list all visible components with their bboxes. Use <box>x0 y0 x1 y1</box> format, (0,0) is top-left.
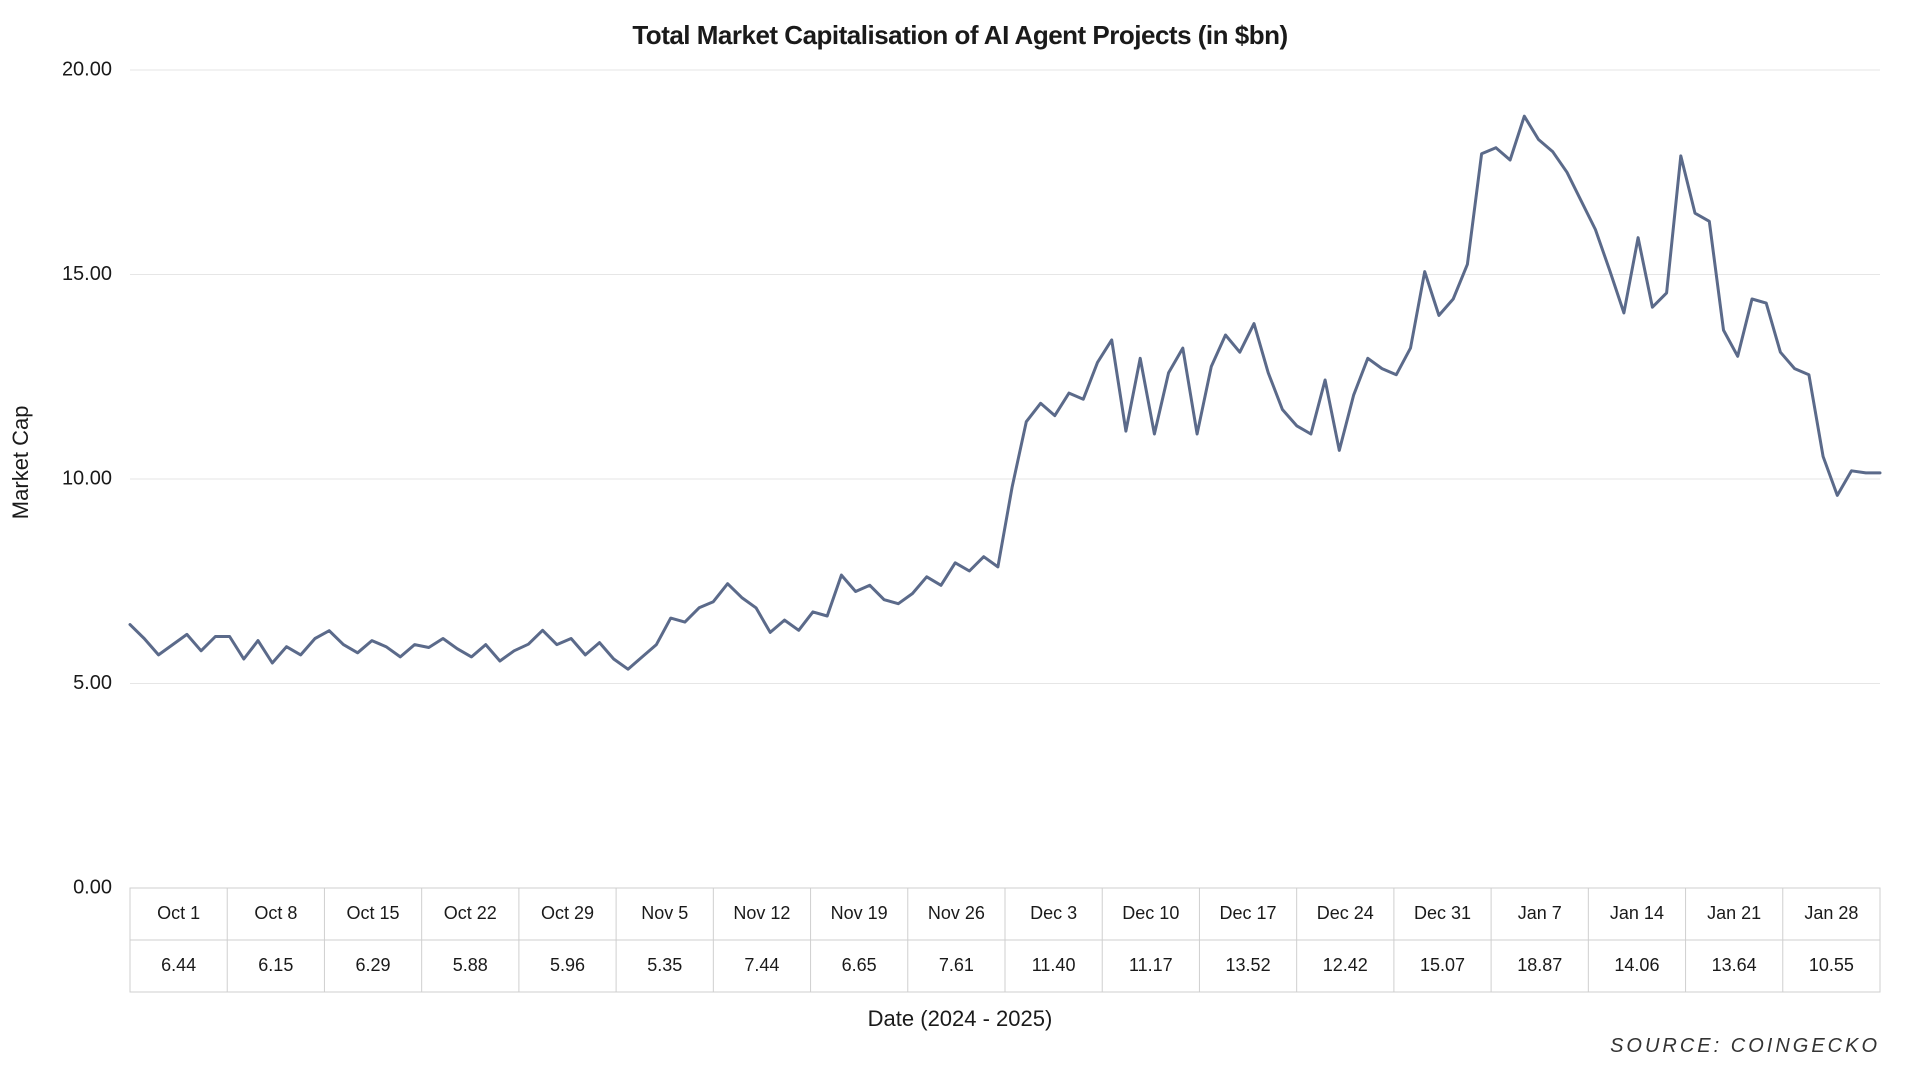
y-tick-label: 15.00 <box>62 263 112 285</box>
x-tick-value: 6.44 <box>161 955 196 975</box>
y-tick-label: 0.00 <box>73 876 112 898</box>
x-tick-date: Oct 22 <box>444 903 497 923</box>
line-chart: 0.00 5.00 10.00 15.00 20.00 Oct 1 6.44 Oct 8 6.1… <box>0 0 1920 1080</box>
x-tick-date: Oct 1 <box>157 903 200 923</box>
x-tick-date: Dec 24 <box>1317 903 1374 923</box>
x-tick-value: 13.52 <box>1226 955 1271 975</box>
x-tick-value: 11.40 <box>1032 955 1076 975</box>
x-tick-value: 5.96 <box>550 955 585 975</box>
x-tick-date: Nov 12 <box>733 903 790 923</box>
x-tick-value: 7.44 <box>744 955 779 975</box>
x-tick-date: Nov 5 <box>641 903 688 923</box>
y-axis-label: Market Cap <box>8 405 34 519</box>
x-tick-value: 6.29 <box>356 955 391 975</box>
x-tick-value: 18.87 <box>1517 955 1562 975</box>
x-tick-date: Nov 26 <box>928 903 985 923</box>
x-tick-date: Jan 28 <box>1804 903 1858 923</box>
x-tick-value: 14.06 <box>1614 955 1659 975</box>
y-tick-label: 10.00 <box>62 467 112 489</box>
x-tick-value: 7.61 <box>939 955 974 975</box>
x-tick-date: Dec 17 <box>1220 903 1277 923</box>
x-tick-date: Oct 8 <box>254 903 297 923</box>
x-tick-date: Dec 10 <box>1122 903 1179 923</box>
x-tick-value: 11.17 <box>1129 955 1173 975</box>
y-tick-label: 5.00 <box>73 672 112 694</box>
x-tick-value: 13.64 <box>1712 955 1757 975</box>
y-tick-label: 20.00 <box>62 58 112 80</box>
x-tick-date: Jan 7 <box>1518 903 1562 923</box>
chart-title: Total Market Capitalisation of AI Agent … <box>0 20 1920 51</box>
x-tick-value: 12.42 <box>1323 955 1368 975</box>
x-tick-value: 15.07 <box>1420 955 1465 975</box>
x-axis-label: Date (2024 - 2025) <box>0 1006 1920 1032</box>
x-tick-value: 6.65 <box>842 955 877 975</box>
x-tick-value: 10.55 <box>1809 955 1854 975</box>
x-tick-date: Dec 31 <box>1414 903 1471 923</box>
x-tick-date: Oct 15 <box>347 903 400 923</box>
source-attribution: SOURCE: COINGECKO <box>1610 1035 1880 1058</box>
market-cap-line <box>130 116 1880 669</box>
x-tick-value: 5.35 <box>647 955 682 975</box>
x-tick-date: Dec 3 <box>1030 903 1077 923</box>
x-tick-value: 6.15 <box>258 955 293 975</box>
x-tick-date: Jan 14 <box>1610 903 1664 923</box>
x-tick-date: Nov 19 <box>831 903 888 923</box>
x-tick-date: Jan 21 <box>1707 903 1761 923</box>
x-tick-date: Oct 29 <box>541 903 594 923</box>
x-tick-value: 5.88 <box>453 955 488 975</box>
